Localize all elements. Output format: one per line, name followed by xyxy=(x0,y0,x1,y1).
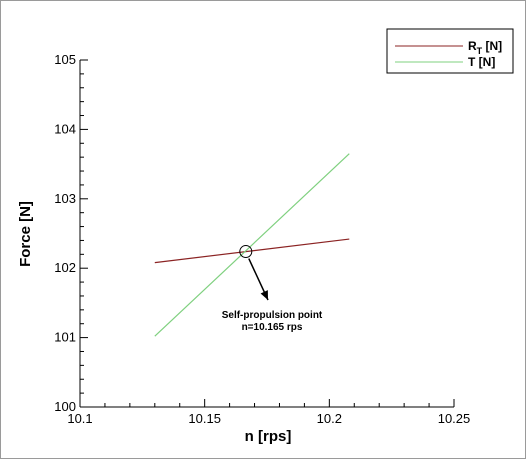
y-tick-label: 101 xyxy=(54,330,76,345)
self-propulsion-annotation: Self-propulsion point n=10.165 rps xyxy=(222,245,323,333)
legend-label-rt-suffix: [N] xyxy=(482,39,502,53)
ticks-layer: 100 101 102 103 104 105 10.1 10.15 10.2 10.25 xyxy=(54,52,470,426)
y-axis-title: Force [N] xyxy=(17,201,34,267)
legend-label-rt-main: R xyxy=(468,39,477,53)
annotation-line-1: Self-propulsion point xyxy=(222,310,323,321)
self-propulsion-marker xyxy=(239,245,253,259)
annotation-line-2: n=10.165 rps xyxy=(242,322,303,333)
x-tick-label: 10.25 xyxy=(438,411,471,426)
y-tick-label: 100 xyxy=(54,399,76,414)
y-tick-label: 104 xyxy=(54,121,76,136)
series-t-line xyxy=(154,153,350,337)
legend-label-rt-sub: T xyxy=(477,46,483,56)
y-tick-label: 102 xyxy=(54,260,76,275)
legend: RT [N] T [N] xyxy=(386,28,514,74)
legend-box xyxy=(386,28,514,74)
x-tick-label: 10.2 xyxy=(317,411,342,426)
legend-label-rt: RT [N] xyxy=(468,39,502,56)
annotation-arrowhead xyxy=(260,290,268,300)
y-tick-label: 105 xyxy=(54,52,76,67)
x-tick-label: 10.1 xyxy=(67,411,92,426)
legend-label-t: T [N] xyxy=(468,55,495,69)
x-tick-label: 10.15 xyxy=(188,411,221,426)
y-tick-label: 103 xyxy=(54,191,76,206)
x-axis-title: n [rps] xyxy=(245,428,292,445)
